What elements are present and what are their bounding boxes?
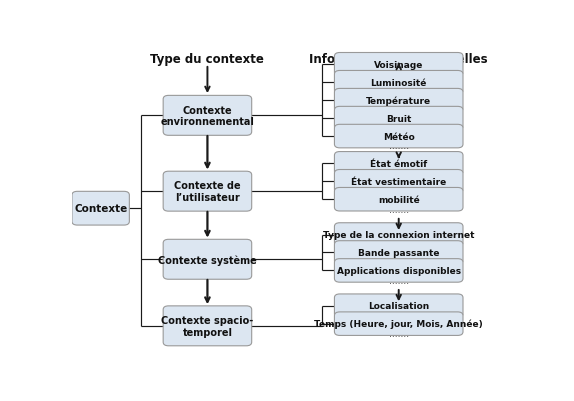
Text: .......: ....... — [389, 329, 409, 338]
Text: .......: ....... — [389, 205, 409, 214]
FancyBboxPatch shape — [163, 172, 251, 212]
Text: Bruit: Bruit — [386, 114, 412, 124]
FancyBboxPatch shape — [335, 170, 463, 194]
Text: Contexte système: Contexte système — [158, 254, 257, 265]
Text: Localisation: Localisation — [368, 302, 429, 310]
Text: Météo: Météo — [383, 132, 414, 141]
FancyBboxPatch shape — [335, 89, 463, 113]
FancyBboxPatch shape — [335, 294, 463, 318]
FancyBboxPatch shape — [163, 306, 251, 346]
Text: mobilité: mobilité — [378, 195, 420, 204]
FancyBboxPatch shape — [335, 53, 463, 77]
FancyBboxPatch shape — [163, 240, 251, 279]
Text: Informations contextuelles: Informations contextuelles — [309, 53, 488, 65]
Text: Applications disponibles: Applications disponibles — [337, 266, 461, 275]
Text: Contexte de
l’utilisateur: Contexte de l’utilisateur — [174, 181, 241, 203]
FancyBboxPatch shape — [72, 192, 129, 225]
FancyBboxPatch shape — [163, 96, 251, 136]
Text: Bande passante: Bande passante — [358, 248, 440, 257]
FancyBboxPatch shape — [335, 188, 463, 211]
FancyBboxPatch shape — [335, 312, 463, 336]
FancyBboxPatch shape — [335, 71, 463, 95]
Text: Contexte: Contexte — [74, 204, 127, 214]
Text: Temps (Heure, jour, Mois, Année): Temps (Heure, jour, Mois, Année) — [315, 319, 483, 328]
FancyBboxPatch shape — [335, 125, 463, 148]
FancyBboxPatch shape — [335, 152, 463, 176]
FancyBboxPatch shape — [335, 223, 463, 247]
FancyBboxPatch shape — [335, 259, 463, 282]
Text: Voisinage: Voisinage — [374, 61, 424, 70]
Text: Température: Température — [366, 96, 431, 105]
Text: Luminosité: Luminosité — [371, 79, 427, 87]
Text: Contexte spacio-
temporel: Contexte spacio- temporel — [161, 315, 254, 337]
Text: .......: ....... — [389, 276, 409, 285]
Text: État vestimentaire: État vestimentaire — [351, 177, 447, 186]
Text: .......: ....... — [389, 142, 409, 151]
Text: Type de la connexion internet: Type de la connexion internet — [323, 231, 475, 239]
FancyBboxPatch shape — [335, 241, 463, 265]
Text: Contexte
environnemental: Contexte environnemental — [161, 105, 254, 127]
Text: Type du contexte: Type du contexte — [150, 53, 265, 65]
Text: État émotif: État émotif — [370, 160, 427, 168]
FancyBboxPatch shape — [335, 107, 463, 131]
